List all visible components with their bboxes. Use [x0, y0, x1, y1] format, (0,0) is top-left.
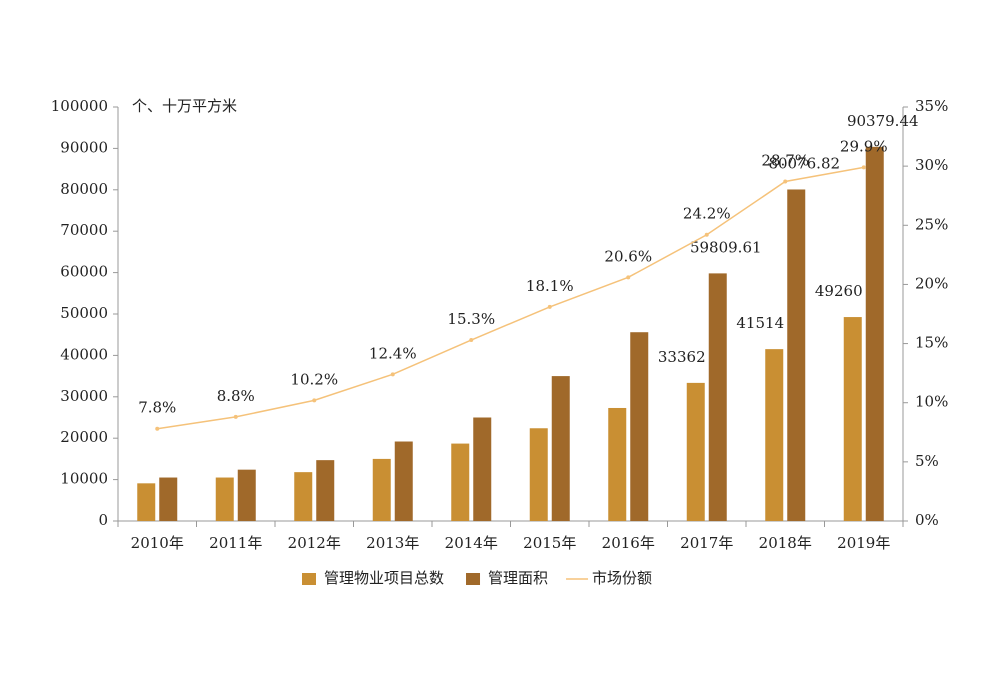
y-tick-label: 40000	[60, 345, 108, 363]
y-tick-label: 0	[98, 511, 108, 529]
y-tick-label: 100000	[51, 97, 108, 115]
data-label: 15.3%	[447, 310, 495, 328]
y-tick-label: 10000	[60, 470, 108, 488]
bar	[372, 458, 391, 521]
line-marker	[626, 275, 631, 280]
data-label: 24.2%	[683, 205, 731, 223]
y-tick-label: 70000	[60, 221, 108, 239]
x-tick-label: 2010年	[131, 534, 184, 552]
y2-tick-label: 15%	[915, 334, 948, 352]
data-label: 12.4%	[369, 344, 417, 362]
x-tick-label: 2019年	[837, 534, 890, 552]
line-marker	[312, 398, 317, 403]
line-marker	[469, 338, 474, 343]
legend-label: 市场份额	[592, 569, 652, 587]
bar	[316, 460, 335, 521]
bar	[787, 189, 806, 521]
bar	[529, 428, 548, 521]
data-label: 59809.61	[690, 238, 762, 256]
line	[157, 166, 864, 430]
bar	[237, 469, 256, 521]
bar	[394, 441, 413, 521]
x-tick-label: 2017年	[680, 534, 733, 552]
data-label: 18.1%	[526, 277, 574, 295]
bar	[686, 382, 705, 521]
bar	[137, 483, 156, 521]
data-label: 41514	[736, 314, 784, 332]
y-tick-label: 20000	[60, 428, 108, 446]
y2-tick-label: 0%	[915, 511, 939, 529]
bar	[294, 472, 313, 521]
y-tick-label: 50000	[60, 304, 108, 322]
y2-tick-label: 20%	[915, 274, 948, 292]
line-marker	[155, 426, 160, 431]
bar	[608, 407, 627, 521]
unit-label: 个、十万平方米	[132, 97, 237, 115]
line-marker	[861, 165, 866, 170]
x-tick-label: 2016年	[602, 534, 655, 552]
bar	[159, 477, 178, 521]
data-label: 28.7%	[761, 152, 809, 170]
bar	[473, 417, 492, 521]
bar	[708, 273, 727, 521]
data-label: 90379.44	[847, 112, 919, 130]
x-tick-label: 2015年	[523, 534, 576, 552]
legend-swatch	[466, 573, 481, 585]
data-label: 49260	[815, 282, 863, 300]
bar	[630, 332, 649, 521]
line-marker	[547, 304, 552, 309]
bar	[551, 376, 570, 521]
bar	[451, 443, 470, 521]
x-tick-label: 2011年	[209, 534, 262, 552]
y2-tick-label: 5%	[915, 452, 939, 470]
x-tick-label: 2014年	[445, 534, 498, 552]
legend-swatch	[302, 573, 316, 585]
legend-label: 管理物业项目总数	[324, 569, 444, 587]
line-marker	[233, 414, 238, 419]
y2-tick-label: 30%	[915, 156, 948, 174]
y-tick-label: 30000	[60, 387, 108, 405]
bar	[215, 477, 234, 521]
x-tick-label: 2018年	[759, 534, 812, 552]
line-marker	[783, 179, 788, 184]
data-label: 8.8%	[217, 387, 255, 405]
bar	[765, 349, 784, 521]
data-label: 7.8%	[138, 399, 176, 417]
bar	[865, 146, 884, 522]
data-label: 10.2%	[290, 370, 338, 388]
data-label: 20.6%	[604, 247, 652, 265]
y2-tick-label: 10%	[915, 393, 948, 411]
y-tick-label: 90000	[60, 138, 108, 156]
data-label: 33362	[658, 348, 706, 366]
y-tick-label: 80000	[60, 180, 108, 198]
data-label: 80076.82	[768, 154, 840, 172]
line-marker	[704, 232, 709, 237]
y-tick-label: 60000	[60, 263, 108, 281]
y2-tick-label: 25%	[915, 215, 948, 233]
data-label: 29.9%	[840, 137, 888, 155]
bar	[843, 317, 862, 521]
line-marker	[390, 372, 395, 377]
x-tick-label: 2013年	[366, 534, 419, 552]
legend-label: 管理面积	[488, 569, 548, 587]
y2-tick-label: 35%	[915, 97, 948, 115]
x-tick-label: 2012年	[288, 534, 341, 552]
